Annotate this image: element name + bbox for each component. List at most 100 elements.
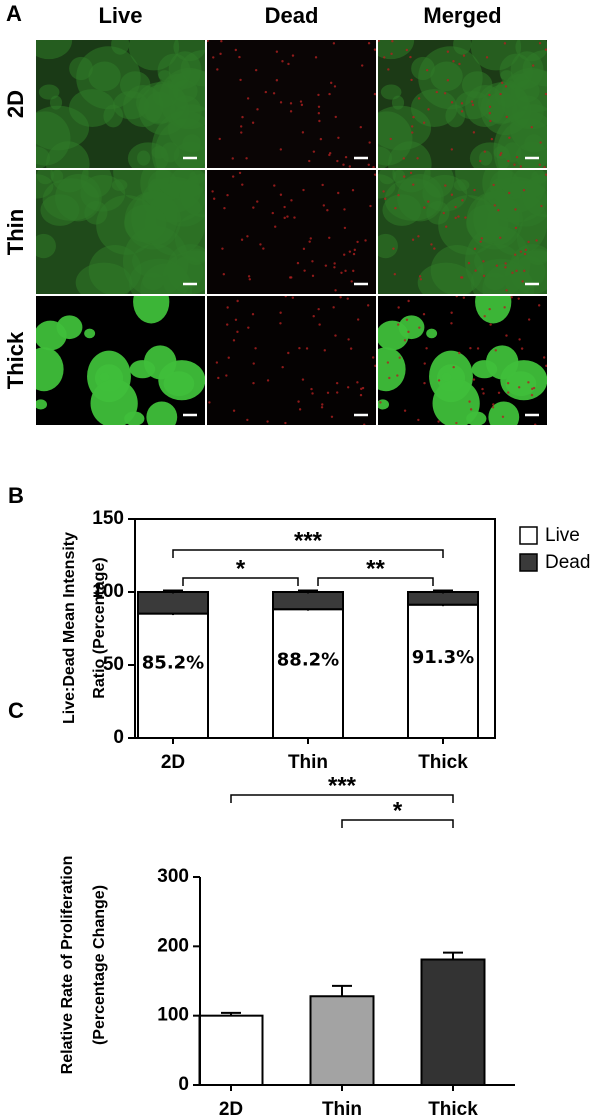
- dead-cell: [417, 235, 420, 238]
- dead-cell: [474, 269, 477, 272]
- dead-cell: [469, 346, 472, 350]
- dead-cell: [363, 423, 366, 425]
- dead-cell: [389, 137, 392, 141]
- dead-cell: [226, 306, 229, 309]
- dead-cell: [427, 200, 430, 203]
- dead-cell: [543, 166, 546, 168]
- cell: [393, 170, 406, 184]
- dead-cell: [497, 391, 501, 394]
- dead-cell: [300, 103, 304, 107]
- cell: [36, 399, 48, 410]
- dead-cell: [339, 296, 342, 299]
- dead-cell: [236, 299, 239, 303]
- dead-cell: [423, 206, 426, 209]
- significance-bracket: [341, 819, 454, 828]
- dead-cell: [274, 225, 277, 228]
- dead-cell: [523, 252, 527, 256]
- dead-cell: [412, 183, 415, 186]
- y-axis-label: Ratio (Percentage): [91, 557, 108, 698]
- dead-cell: [291, 54, 295, 57]
- dead-cell: [281, 60, 284, 63]
- cell: [103, 104, 124, 128]
- x-tick-label: Thick: [428, 1099, 478, 1120]
- dead-cell: [336, 159, 339, 163]
- cell: [411, 56, 435, 81]
- dead-cell: [444, 184, 447, 187]
- dead-cell: [266, 420, 269, 423]
- dead-cell: [514, 226, 518, 230]
- dead-cell: [236, 330, 239, 334]
- dead-cell: [452, 60, 455, 63]
- dead-cell: [314, 56, 318, 59]
- dead-cell: [402, 157, 405, 160]
- dead-cell: [335, 381, 339, 385]
- dead-cell: [473, 247, 477, 251]
- dead-cell: [520, 347, 524, 350]
- dead-cell: [418, 275, 422, 278]
- dead-cell: [511, 271, 514, 274]
- dead-cell: [225, 374, 228, 377]
- cell: [445, 104, 466, 128]
- dead-cell: [317, 105, 321, 108]
- cell: [510, 51, 544, 89]
- dead-cell: [468, 400, 471, 403]
- dead-cell: [373, 173, 376, 176]
- cell: [90, 379, 138, 425]
- dead-cell: [450, 322, 453, 325]
- row-label: 2D: [3, 90, 28, 118]
- y-tick-label: 50: [103, 654, 124, 675]
- x-tick-label: Thick: [418, 752, 468, 773]
- cell: [137, 150, 151, 166]
- dead-cell: [530, 393, 534, 397]
- dead-cell: [490, 137, 494, 141]
- dead-cell: [256, 200, 259, 203]
- dead-cell: [212, 56, 215, 59]
- dead-cell: [360, 387, 363, 391]
- dead-cell: [283, 216, 286, 220]
- dead-cell: [275, 79, 279, 82]
- dead-cell: [238, 171, 242, 175]
- dead-cell: [333, 262, 336, 265]
- dead-cell: [328, 236, 331, 239]
- dead-cell: [366, 304, 370, 307]
- dead-cell: [359, 393, 363, 397]
- dead-cell: [427, 108, 430, 111]
- dead-cell: [305, 347, 309, 350]
- dead-cell: [231, 157, 234, 160]
- image-content: [207, 40, 376, 168]
- significance-label: *: [236, 555, 246, 582]
- dead-cell: [416, 157, 419, 160]
- dead-cell: [531, 64, 535, 67]
- dead-cell: [485, 56, 489, 59]
- dead-cell: [518, 338, 521, 341]
- dead-cell: [231, 175, 235, 178]
- dead-cell: [256, 108, 259, 111]
- dead-cell: [435, 90, 439, 94]
- dead-cell: [369, 204, 372, 208]
- y-tick-label: 0: [113, 727, 124, 748]
- dead-cell: [290, 199, 293, 202]
- image-content: [207, 296, 376, 425]
- dead-cell: [324, 264, 328, 267]
- cell: [417, 262, 475, 294]
- dead-cell: [412, 115, 415, 119]
- cell: [441, 372, 452, 382]
- dead-cell: [522, 189, 526, 192]
- cell: [129, 360, 156, 379]
- dead-cell: [482, 392, 485, 395]
- dead-cell: [326, 391, 330, 394]
- cell: [426, 200, 450, 225]
- cell: [84, 200, 108, 225]
- cell: [500, 360, 547, 401]
- cell: [36, 170, 54, 185]
- cell: [494, 79, 521, 108]
- dead-cell: [470, 100, 474, 103]
- legend-swatch: [519, 553, 538, 572]
- cell: [378, 170, 396, 185]
- dead-cell: [321, 183, 324, 187]
- cell: [466, 204, 509, 243]
- dead-cell: [473, 188, 476, 192]
- cell: [488, 401, 520, 425]
- dead-cell: [527, 240, 530, 244]
- dead-cell: [262, 247, 265, 250]
